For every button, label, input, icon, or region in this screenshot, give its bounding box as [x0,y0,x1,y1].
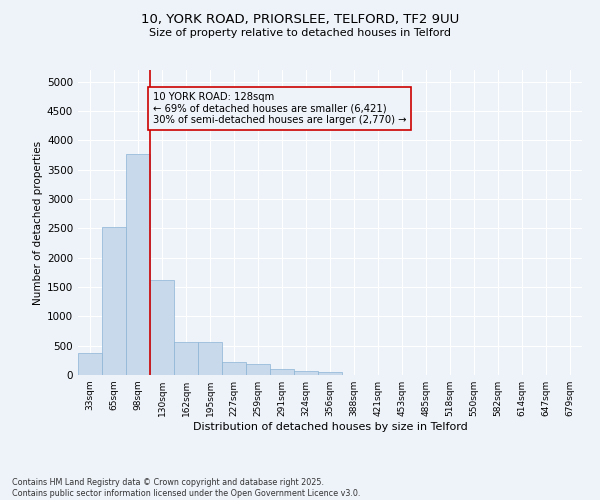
Bar [294,371,318,375]
Bar [246,364,270,375]
Bar [150,280,174,375]
Text: Contains HM Land Registry data © Crown copyright and database right 2025.
Contai: Contains HM Land Registry data © Crown c… [12,478,361,498]
Bar [174,342,198,375]
Bar [270,369,294,375]
Text: 10 YORK ROAD: 128sqm
← 69% of detached houses are smaller (6,421)
30% of semi-de: 10 YORK ROAD: 128sqm ← 69% of detached h… [153,92,406,126]
Bar [102,226,126,375]
Text: Size of property relative to detached houses in Telford: Size of property relative to detached ho… [149,28,451,38]
Bar [198,342,222,375]
Bar [78,354,102,375]
Text: 10, YORK ROAD, PRIORSLEE, TELFORD, TF2 9UU: 10, YORK ROAD, PRIORSLEE, TELFORD, TF2 9… [141,12,459,26]
X-axis label: Distribution of detached houses by size in Telford: Distribution of detached houses by size … [193,422,467,432]
Bar [222,362,246,375]
Bar [126,154,150,375]
Bar [318,372,342,375]
Y-axis label: Number of detached properties: Number of detached properties [33,140,43,304]
